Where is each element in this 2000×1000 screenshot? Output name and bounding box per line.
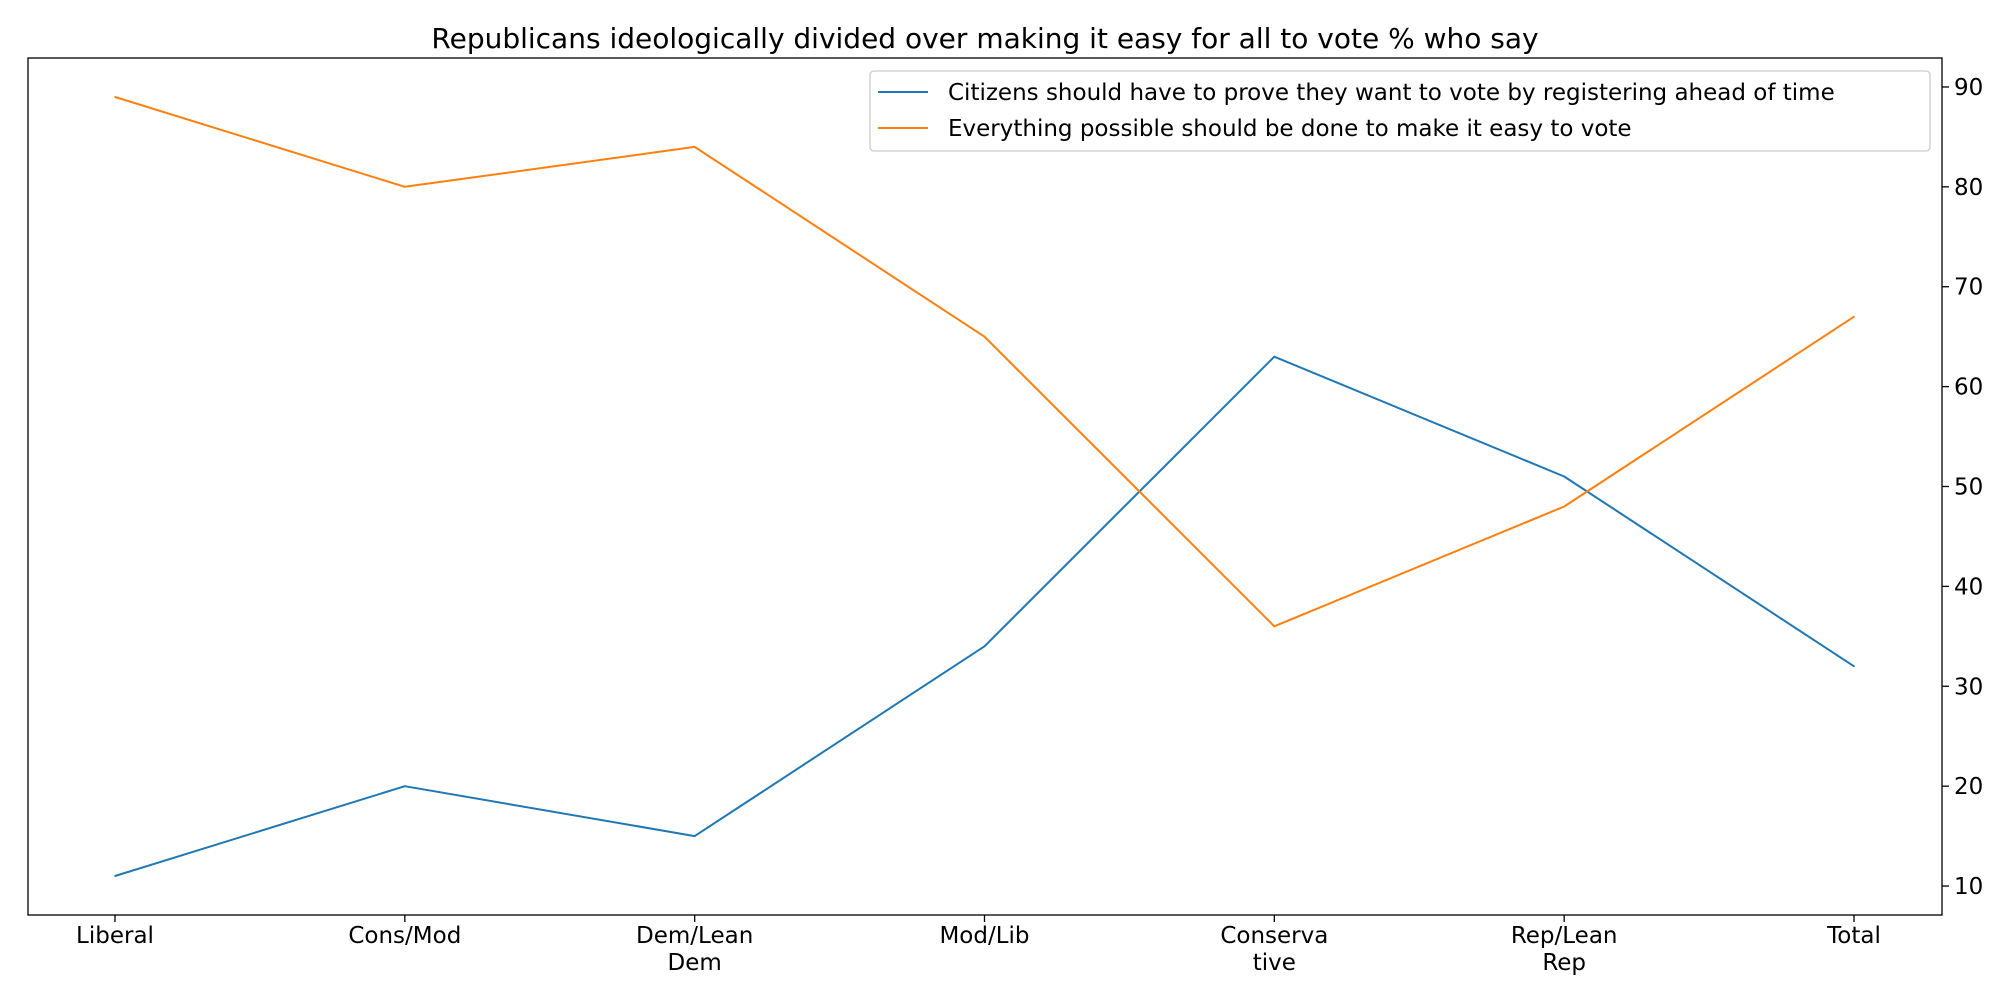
x-tick-label: Conserva tive [1220, 923, 1328, 976]
data-point [114, 96, 116, 98]
x-tick-label: Cons/Mod [348, 923, 461, 949]
legend-label: Everything possible should be done to ma… [948, 116, 1632, 142]
data-point [404, 186, 406, 188]
y-tick-label: 20 [1954, 774, 1983, 800]
x-tick-label: Total [1826, 923, 1881, 949]
y-tick-label: 50 [1954, 475, 1983, 501]
y-tick-label: 90 [1954, 75, 1983, 101]
x-tick-label: Rep/Lean Rep [1511, 923, 1618, 976]
x-tick-label: Dem/Lean Dem [636, 923, 753, 976]
y-tick-label: 40 [1954, 574, 1983, 600]
plot-area [114, 96, 1855, 877]
data-point [1563, 475, 1565, 478]
data-point [1853, 665, 1855, 668]
y-tick-label: 60 [1954, 375, 1983, 401]
y-tick-label: 10 [1954, 874, 1983, 900]
chart-title: Republicans ideologically divided over m… [431, 22, 1538, 55]
axes: Liberal Cons/Mod Dem/Lean Dem Mod/Lib Conserv… [76, 75, 1983, 976]
legend: Citizens should have to prove they want … [869, 70, 1931, 152]
data-point [1563, 505, 1565, 508]
data-point [1273, 355, 1276, 358]
y-tick-label: 80 [1954, 175, 1983, 201]
legend-label: Citizens should have to prove they want … [948, 80, 1835, 106]
x-tick-label: Liberal [76, 923, 154, 949]
data-point [404, 785, 406, 787]
legend-frame [869, 70, 1931, 152]
data-point [693, 146, 696, 148]
y-tick-label: 70 [1954, 275, 1983, 301]
y-tick-label: 30 [1954, 674, 1983, 700]
data-point [983, 335, 986, 338]
x-tick-label: Mod/Lib [939, 923, 1029, 949]
data-point [1853, 315, 1855, 318]
data-point [983, 645, 986, 648]
data-point [1273, 625, 1276, 628]
data-point [693, 835, 696, 837]
data-point [114, 875, 116, 877]
